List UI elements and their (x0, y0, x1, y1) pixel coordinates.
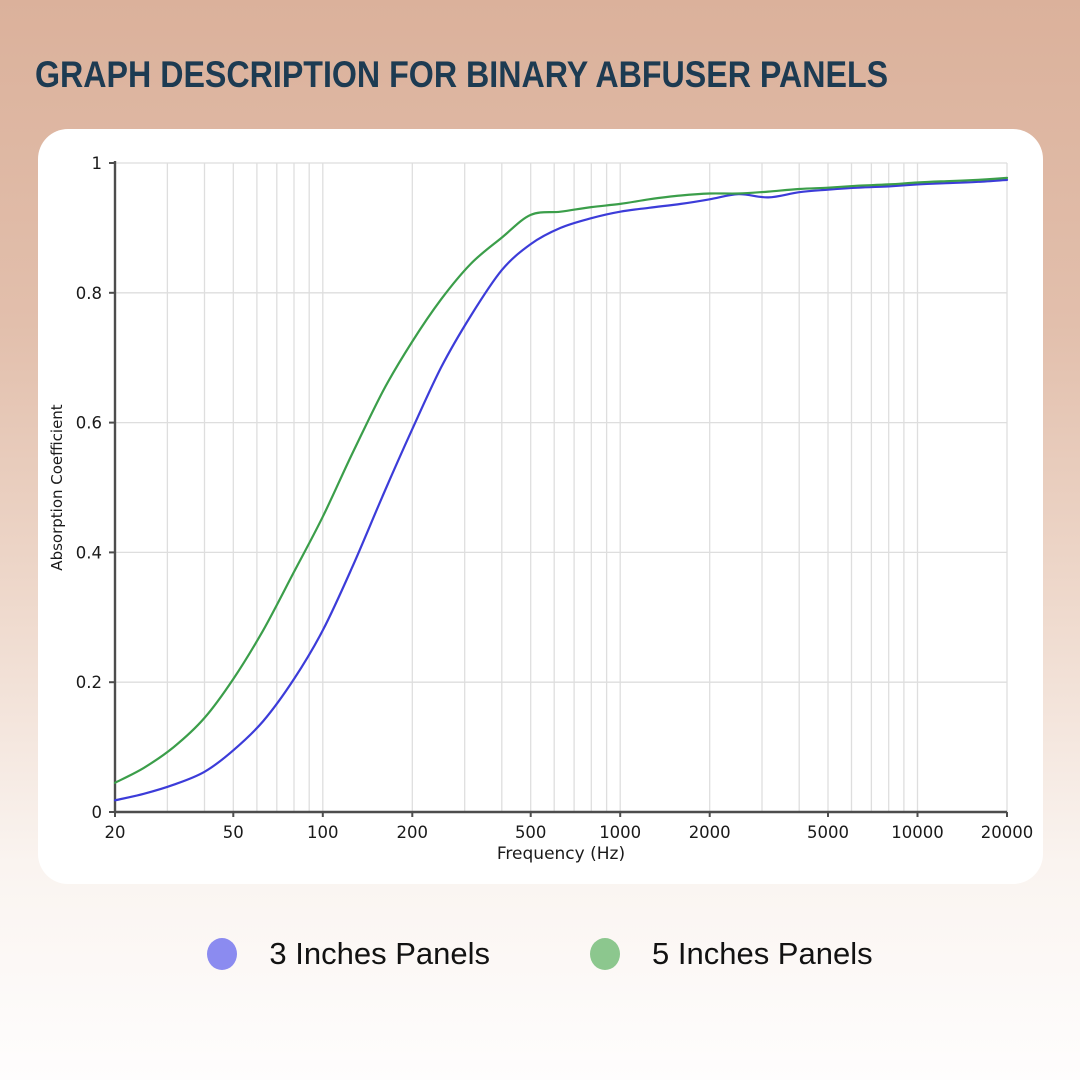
y-tick-label: 0.6 (76, 414, 102, 433)
y-tick-label: 0.2 (76, 673, 102, 692)
x-tick-label: 200 (397, 823, 429, 842)
page-title-text: GRAPH DESCRIPTION FOR BINARY ABFUSER PAN… (35, 54, 889, 95)
legend-dot-3-inches-icon (207, 938, 238, 970)
absorption-chart: 20 50 100 200 500 1000 2000 5000 10000 20000 0 0.2 0… (48, 154, 1034, 864)
series-3-inches-panels-curve (113, 178, 1009, 802)
series-5-inches-panels-curve (113, 176, 1009, 784)
x-tick-label: 20 (105, 823, 126, 842)
y-tick-label: 0 (92, 803, 103, 822)
chart-card: 20 50 100 200 500 1000 2000 5000 10000 20000 0 0.2 0… (38, 129, 1043, 884)
x-axis-title: Frequency (Hz) (497, 844, 625, 864)
y-axis-title: Absorption Coefficient (48, 404, 66, 570)
legend-label-5-inches: 5 Inches Panels (652, 936, 873, 971)
legend-item-3-inches: 3 Inches Panels (207, 936, 490, 972)
x-tick-label: 50 (223, 823, 244, 842)
legend-dot-5-inches-icon (590, 938, 620, 970)
y-tick-label: 0.4 (76, 543, 102, 562)
legend-label-3-inches: 3 Inches Panels (269, 936, 490, 971)
y-tick-label: 0.8 (76, 284, 102, 303)
legend-item-5-inches: 5 Inches Panels (590, 936, 873, 972)
y-tick-label: 1 (92, 154, 103, 173)
x-tick-label: 5000 (807, 823, 849, 842)
x-tick-label: 2000 (689, 823, 731, 842)
x-tick-label: 1000 (599, 823, 641, 842)
x-tick-label: 20000 (981, 823, 1034, 842)
x-tick-label: 500 (515, 823, 547, 842)
legend: 3 Inches Panels 5 Inches Panels (0, 936, 1080, 972)
x-tick-label: 100 (307, 823, 339, 842)
page-title: GRAPH DESCRIPTION FOR BINARY ABFUSER PAN… (35, 54, 1016, 96)
x-tick-label: 10000 (891, 823, 944, 842)
